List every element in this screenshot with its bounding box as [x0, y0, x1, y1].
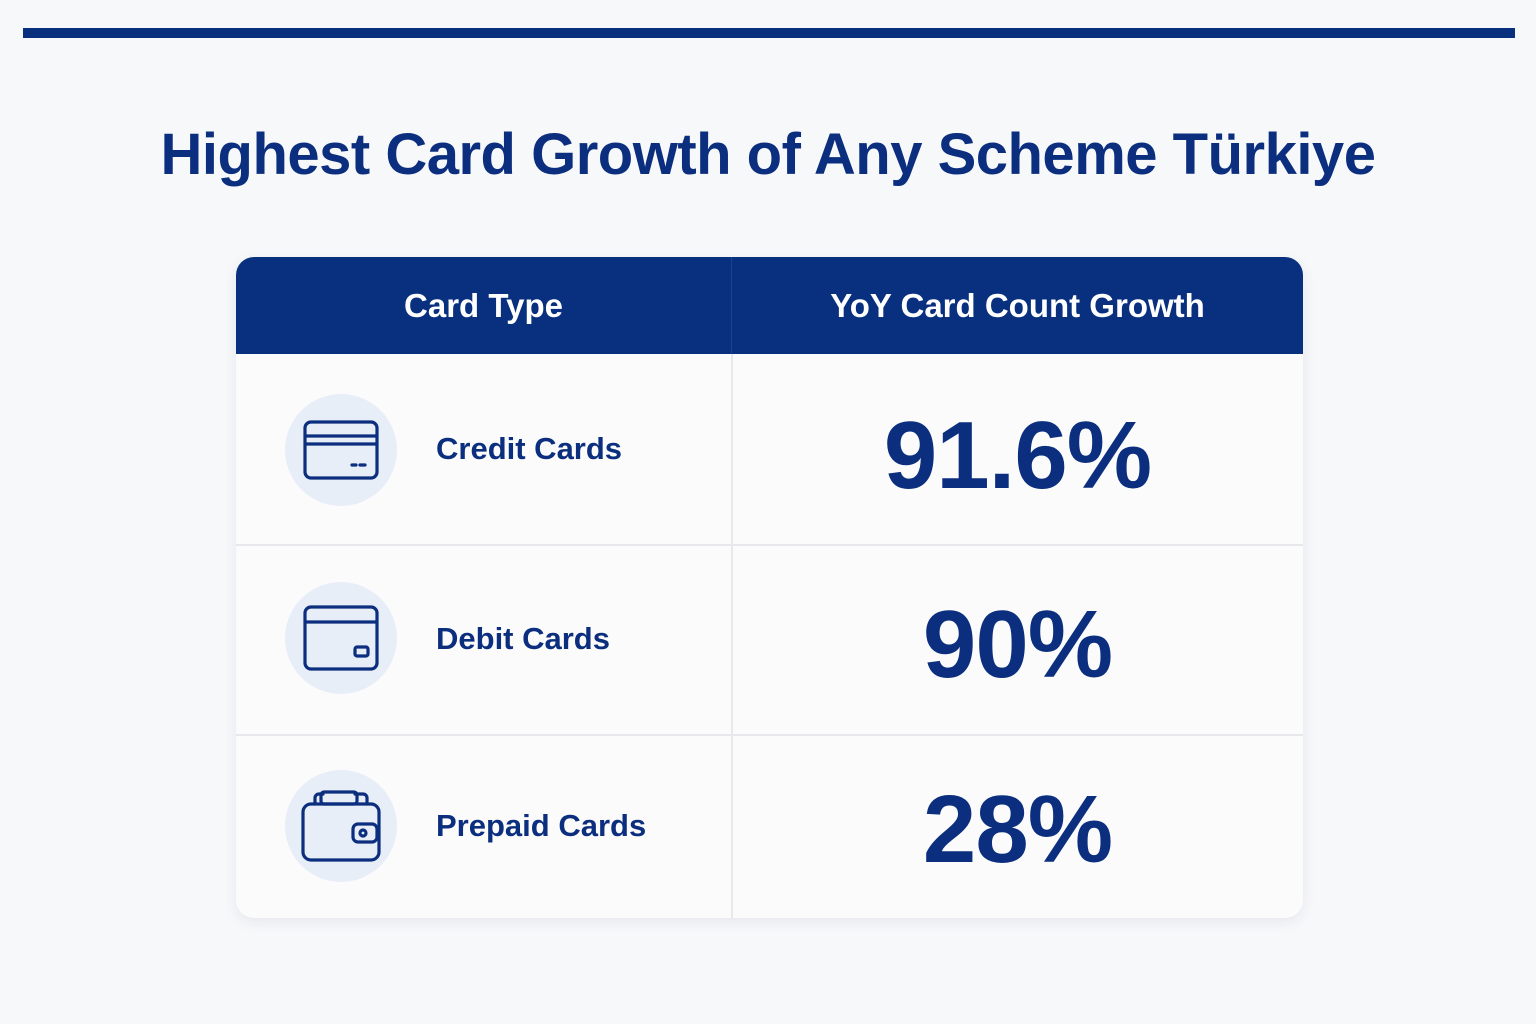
table-row-prepaid-cards: Prepaid Cards 28%	[236, 736, 1303, 918]
table-header: Card Type YoY Card Count Growth	[236, 257, 1303, 354]
wallet-icon	[301, 790, 381, 862]
growth-value: 91.6%	[883, 402, 1152, 509]
page-title: Highest Card Growth of Any Scheme Türkiy…	[160, 122, 1376, 187]
header-divider	[731, 257, 732, 354]
card-type-label: Prepaid Cards	[436, 808, 647, 843]
credit-card-icon-badge	[285, 394, 397, 506]
table-row-credit-cards: Credit Cards 91.6%	[236, 354, 1303, 546]
header-card-type: Card Type	[404, 287, 563, 324]
row-divider	[236, 544, 1303, 546]
card-type-label: Credit Cards	[436, 431, 623, 466]
card-growth-table: Card Type YoY Card Count Growth Credit C…	[236, 257, 1303, 918]
row-divider	[236, 734, 1303, 736]
table-row-debit-cards: Debit Cards 90%	[236, 546, 1303, 736]
growth-value: 90%	[922, 591, 1113, 698]
wallet-icon-badge	[285, 770, 397, 882]
header-yoy-growth: YoY Card Count Growth	[830, 287, 1205, 324]
top-accent-rule	[23, 28, 1515, 38]
column-divider	[731, 354, 733, 918]
debit-card-icon	[303, 605, 379, 671]
growth-value: 28%	[922, 776, 1113, 883]
credit-card-icon	[303, 420, 379, 480]
card-type-label: Debit Cards	[436, 621, 610, 656]
debit-card-icon-badge	[285, 582, 397, 694]
